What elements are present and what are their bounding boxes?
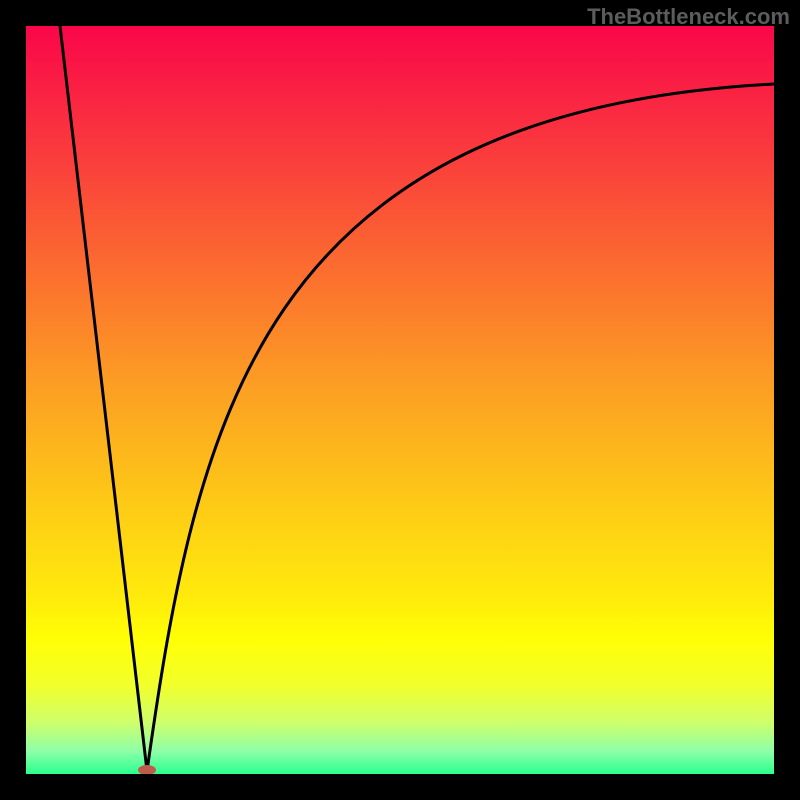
bottleneck-chart	[26, 26, 774, 774]
chart-frame: TheBottleneck.com	[0, 0, 800, 800]
watermark-text: TheBottleneck.com	[587, 4, 790, 30]
gradient-background	[26, 26, 774, 774]
plot-area	[26, 26, 774, 774]
